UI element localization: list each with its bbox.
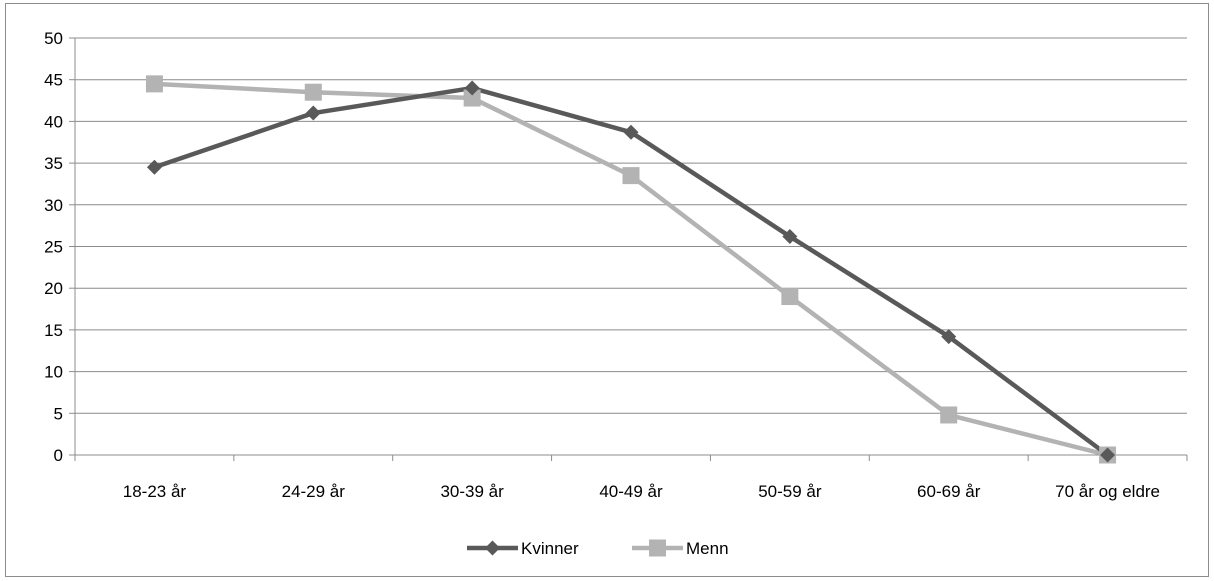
legend-marker-kvinner xyxy=(485,540,500,556)
y-tick-labels: 0 5 10 15 20 25 30 35 40 45 50 xyxy=(44,29,63,465)
x-tick-label: 70 år og eldre xyxy=(1055,482,1160,501)
data-point-kvinner xyxy=(1100,447,1116,463)
axes xyxy=(69,37,1188,461)
x-tick-label: 18-23 år xyxy=(123,482,187,501)
data-point-menn xyxy=(304,83,322,101)
legend: Kvinner Menn xyxy=(467,539,729,558)
data-point-kvinner xyxy=(941,329,957,345)
gridlines xyxy=(75,37,1187,414)
y-tick-label: 0 xyxy=(54,446,63,465)
x-tick-label: 60-69 år xyxy=(917,482,981,501)
y-tick-label: 30 xyxy=(44,196,63,215)
data-point-kvinner xyxy=(782,228,798,244)
data-point-menn xyxy=(463,89,481,107)
y-tick-label: 50 xyxy=(44,29,63,48)
data-point-kvinner xyxy=(146,159,162,175)
x-tick-label: 24-29 år xyxy=(282,482,346,501)
y-tick-label: 35 xyxy=(44,154,63,173)
x-tick-label: 30-39 år xyxy=(440,482,504,501)
legend-marker-menn xyxy=(649,539,666,557)
y-tick-label: 40 xyxy=(44,112,63,131)
y-tick-label: 25 xyxy=(44,238,63,257)
x-tick-label: 40-49 år xyxy=(599,482,663,501)
data-point-menn xyxy=(781,288,799,306)
x-tick-labels: 18-23 år 24-29 år 30-39 år 40-49 år 50-59 år… xyxy=(123,482,1160,501)
y-tick-label: 10 xyxy=(44,363,63,382)
legend-label-kvinner: Kvinner xyxy=(521,539,579,558)
y-tick-label: 5 xyxy=(54,404,63,423)
series-markers xyxy=(145,75,1117,464)
data-point-menn xyxy=(622,167,640,185)
data-point-menn xyxy=(940,406,958,424)
y-tick-label: 45 xyxy=(44,71,63,90)
data-point-menn xyxy=(145,75,163,93)
legend-label-menn: Menn xyxy=(686,539,729,558)
data-point-kvinner xyxy=(464,80,480,96)
x-tick-label: 50-59 år xyxy=(758,482,822,501)
series-line-kvinner xyxy=(153,85,1109,457)
chart-frame xyxy=(5,3,1209,577)
y-tick-label: 15 xyxy=(44,321,63,340)
data-point-kvinner xyxy=(623,124,639,140)
y-tick-label: 20 xyxy=(44,279,63,298)
data-point-kvinner xyxy=(305,105,321,121)
